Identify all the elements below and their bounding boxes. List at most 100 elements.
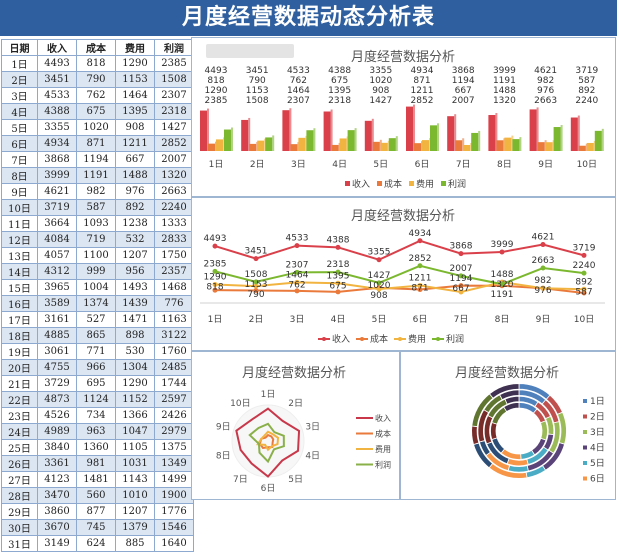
x-tick-label: 7日 [454,314,469,325]
legend-marker [436,337,440,341]
line-成本 [214,284,585,294]
column-header: 费用 [115,39,155,56]
table-cell: 3965 [37,279,77,296]
radar-收入 [235,407,301,478]
bar-data-label: 2318 [328,96,351,106]
bar-data-label: 2852 [411,96,434,106]
line-data-label: 3451 [245,247,268,257]
radar-axis-label: 5日 [288,474,303,485]
table-cell: 3149 [37,535,77,552]
table-cell: 1750 [154,247,194,264]
bar-side [478,130,481,151]
bar-side [413,104,415,151]
line-point [581,286,587,292]
line-point [417,238,423,244]
legend-swatch [583,445,587,450]
table-cell: 2357 [154,263,194,280]
table-cell: 9日 [1,183,38,200]
line-point [540,242,546,248]
radar-grid [231,404,305,478]
legend-marker [322,337,326,341]
line-point [458,289,464,295]
donut-segment [490,421,498,441]
bar-side [462,138,465,151]
table-cell: 745 [76,519,116,536]
table-cell: 1468 [154,279,194,296]
bar-data-label: 1290 [205,86,228,96]
x-tick-label: 2日 [249,314,264,325]
table-cell: 1776 [154,503,194,520]
table-cell: 3664 [37,215,77,232]
bar-data-label: 4388 [328,66,351,76]
table-cell: 530 [115,343,155,360]
table-row: 15日 3965 1004 1493 1468 [1,279,194,296]
bar-data-label: 892 [578,86,595,96]
bar-side [395,136,398,151]
x-tick-label: 5日 [372,314,387,325]
bar-收入 [447,116,455,151]
bar-成本 [249,143,257,151]
bar-data-label: 2663 [534,96,557,106]
line-data-label: 1020 [368,281,391,291]
bar-data-label: 1464 [287,86,310,96]
table-cell: 776 [154,295,194,312]
legend-marker [360,337,364,341]
table-row: 31日 3149 624 885 1640 [1,535,194,552]
line-point [212,268,218,274]
bar-成本 [372,141,380,151]
radar-axis-label: 2日 [288,398,303,409]
x-tick-label: 6日 [415,159,430,170]
table-cell: 3860 [37,503,77,520]
legend-label: 1日 [590,396,605,407]
bar-data-label: 4934 [411,66,434,76]
line-data-label: 2007 [450,264,473,274]
bar-费用 [216,139,223,151]
table-row: 18日 4885 865 898 3122 [1,327,194,344]
table-cell: 1374 [76,295,116,312]
table-cell: 981 [76,455,116,472]
bar-收入 [406,106,413,151]
table-cell: 695 [76,375,116,392]
line-point [335,269,341,275]
bar-data-label: 1020 [369,76,392,86]
line-point [335,289,341,295]
legend-label: 成本 [384,178,402,190]
x-tick-label: 2日 [250,159,265,170]
x-tick-label: 6日 [413,314,428,325]
table-cell: 667 [115,151,155,168]
radar-axis-label: 6日 [261,483,276,494]
slicer-placeholder[interactable] [206,44,294,58]
bar-side [519,137,522,151]
radar-axis-label: 7日 [233,474,248,485]
bar-data-label: 3451 [246,66,269,76]
bar-利润 [306,130,314,151]
table-cell: 1194 [76,151,116,168]
legend-label: 成本 [370,333,388,345]
line-point [253,288,259,294]
bar-利润 [388,138,396,151]
line-point [212,243,218,249]
bar-收入 [241,119,249,151]
table-row: 16日 3589 1374 1439 776 [1,295,194,312]
legend-label: 成本 [375,429,391,439]
table-row: 20日 4755 966 1304 2485 [1,359,194,376]
table-row: 19日 3061 771 530 1760 [1,343,194,360]
table-cell: 527 [76,311,116,328]
line-data-label: 4493 [204,234,227,244]
table-cell: 1379 [115,519,155,536]
table-row: 21日 3729 695 1290 1744 [1,375,194,392]
bar-收入 [529,109,537,151]
column-header: 利润 [154,39,194,56]
line-point [417,263,423,269]
table-cell: 20日 [1,359,38,376]
table-row: 22日 4873 1124 1152 2597 [1,391,194,408]
line-point [335,244,341,250]
line-data-label: 1194 [450,274,473,284]
bar-data-label: 976 [537,86,554,96]
bar-费用 [339,138,347,151]
table-cell: 4057 [37,247,77,264]
table-cell: 2979 [154,423,194,440]
table-cell: 1238 [115,215,155,232]
table-cell: 2385 [154,55,194,72]
page-title: 月度经营数据动态分析表 [0,0,617,36]
